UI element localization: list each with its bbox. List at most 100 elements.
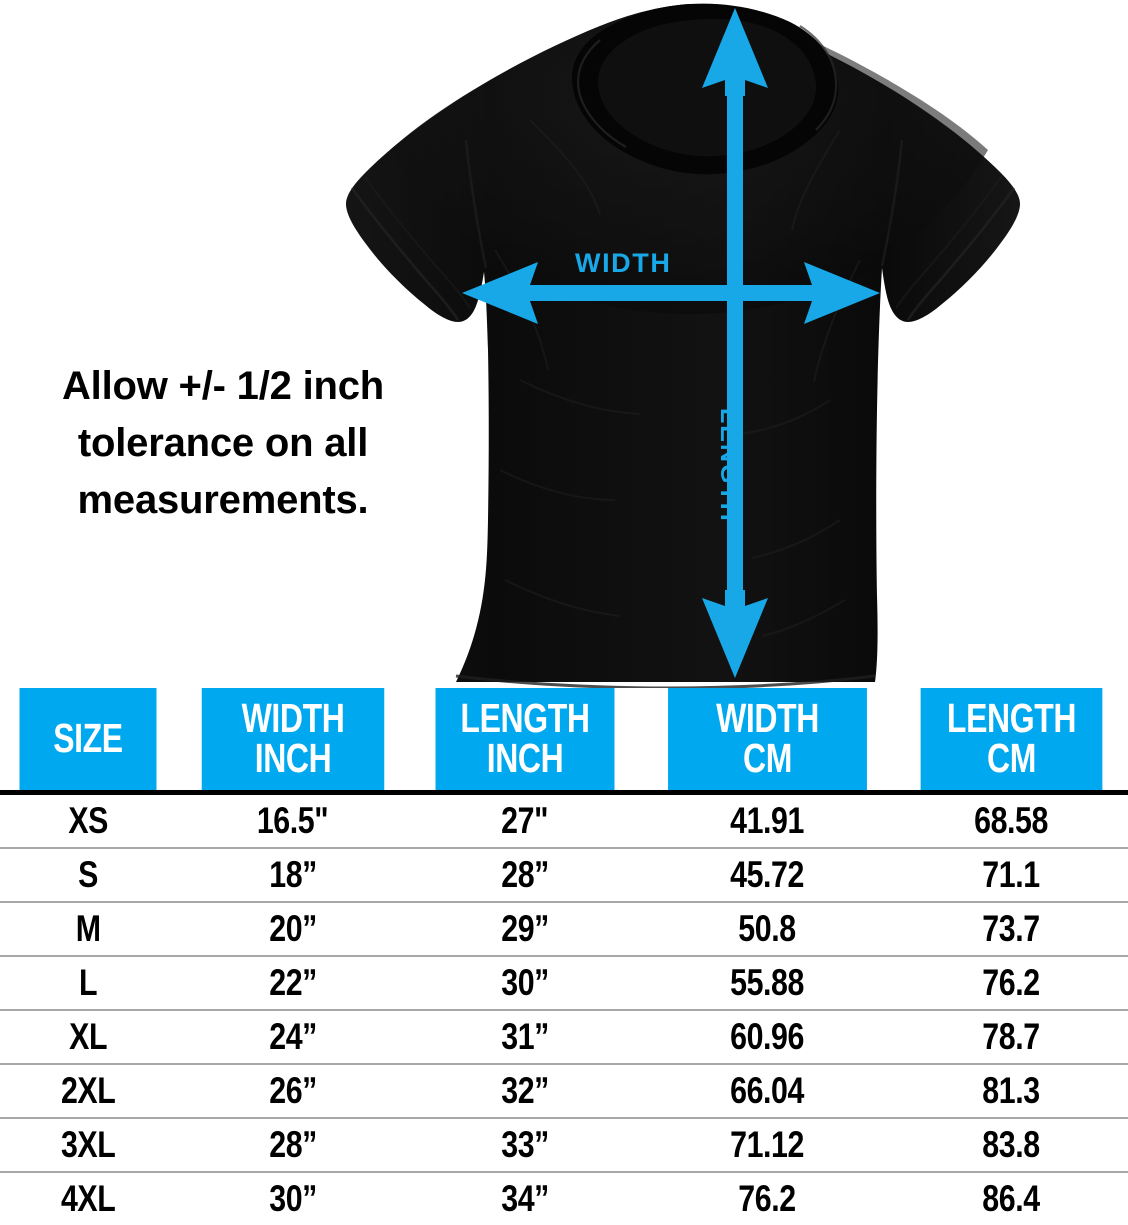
cell-width-cm-text: 76.2 — [738, 1178, 797, 1220]
table-row: L 22” 30” 55.88 76.2 — [0, 956, 1128, 1012]
tshirt-diagram — [346, 3, 1020, 688]
column-header-width-cm: WIDTH CM — [668, 688, 867, 793]
column-header-width-inch: WIDTH INCH — [201, 688, 385, 793]
cell-length-cm: 68.58 — [895, 792, 1128, 850]
table-row: 4XL 30” 34” 76.2 86.4 — [0, 1172, 1128, 1225]
cell-width-inch: 22” — [176, 956, 410, 1012]
cell-size-text: XL — [69, 1016, 107, 1058]
column-header-width-cm-line2: CM — [743, 735, 792, 782]
cell-width-inch: 26” — [176, 1064, 410, 1120]
cell-length-inch-text: 31” — [501, 1016, 549, 1058]
cell-length-inch-text: 32” — [501, 1070, 549, 1112]
cell-length-inch: 28” — [410, 848, 640, 904]
column-header-length-cm-line1: LENGTH — [946, 695, 1077, 741]
cell-width-cm: 66.04 — [640, 1064, 895, 1120]
column-header-width-cm-line1: WIDTH — [716, 695, 819, 741]
column-header-length-cm-line2: CM — [987, 735, 1036, 782]
cell-width-cm: 60.96 — [640, 1010, 895, 1066]
column-header-size: SIZE — [19, 688, 157, 793]
cell-size-text: 4XL — [60, 1178, 116, 1220]
cell-length-inch: 30” — [410, 956, 640, 1012]
table-row: S 18” 28” 45.72 71.1 — [0, 848, 1128, 904]
cell-length-inch: 31” — [410, 1010, 640, 1066]
cell-size: 4XL — [0, 1172, 176, 1225]
cell-length-cm-text: 71.1 — [982, 854, 1041, 896]
cell-size-text: S — [78, 854, 98, 896]
length-arrow — [702, 8, 768, 678]
cell-size-text: M — [75, 908, 101, 950]
cell-width-cm-text: 60.96 — [730, 1016, 805, 1058]
cell-length-cm: 83.8 — [895, 1118, 1128, 1174]
cell-length-cm-text: 81.3 — [982, 1070, 1041, 1112]
cell-size: M — [0, 902, 176, 958]
cell-width-cm-text: 41.91 — [730, 800, 805, 842]
width-arrow — [462, 262, 880, 324]
cell-size: S — [0, 848, 176, 904]
table-row: M 20” 29” 50.8 73.7 — [0, 902, 1128, 958]
cell-width-cm-text: 71.12 — [730, 1124, 805, 1166]
cell-width-inch: 20” — [176, 902, 410, 958]
cell-size-text: L — [78, 962, 98, 1004]
cell-length-inch-text: 28” — [501, 854, 549, 896]
cell-size: 3XL — [0, 1118, 176, 1174]
cell-width-cm-text: 55.88 — [730, 962, 805, 1004]
cell-length-cm-text: 86.4 — [982, 1178, 1041, 1220]
column-header-length-cm: LENGTH CM — [920, 688, 1103, 793]
cell-width-cm: 41.91 — [640, 792, 895, 850]
cell-length-cm-text: 73.7 — [982, 908, 1041, 950]
tshirt-silhouette — [346, 3, 1020, 688]
size-chart-header: SIZE WIDTH INCH LENGTH INCH WIDTH CM LEN… — [0, 688, 1128, 793]
cell-width-inch-text: 22” — [269, 962, 317, 1004]
cell-size: L — [0, 956, 176, 1012]
cell-width-cm: 55.88 — [640, 956, 895, 1012]
cell-length-cm: 78.7 — [895, 1010, 1128, 1066]
cell-width-inch: 24” — [176, 1010, 410, 1066]
tolerance-line-2: tolerance on all — [77, 420, 369, 465]
cell-width-inch-text: 16.5" — [257, 800, 329, 842]
cell-width-cm: 45.72 — [640, 848, 895, 904]
cell-width-cm: 50.8 — [640, 902, 895, 958]
cell-length-inch: 29” — [410, 902, 640, 958]
tolerance-line-1: Allow +/- 1/2 inch — [61, 364, 385, 408]
size-chart-body: XS 16.5" 27" 41.91 68.58 S 18” 28” 45.72 71.1 M 20”… — [0, 792, 1128, 1225]
cell-length-cm-text: 83.8 — [982, 1124, 1041, 1166]
size-chart-table: SIZE WIDTH INCH LENGTH INCH WIDTH CM LEN… — [0, 688, 1128, 1225]
cell-length-cm: 71.1 — [895, 848, 1128, 904]
column-header-width-inch-line1: WIDTH — [241, 695, 345, 741]
cell-width-inch-text: 24” — [269, 1016, 317, 1058]
table-row: XL 24” 31” 60.96 78.7 — [0, 1010, 1128, 1066]
cell-length-cm-text: 78.7 — [982, 1016, 1041, 1058]
cell-length-inch-text: 29” — [501, 908, 549, 950]
cell-length-inch: 27" — [410, 792, 640, 850]
measurement-arrows — [462, 8, 880, 678]
cell-width-cm-text: 45.72 — [730, 854, 805, 896]
cell-length-inch-text: 33” — [501, 1124, 549, 1166]
cell-size-text: XS — [68, 800, 108, 842]
tolerance-note: Allow +/- 1/2 inch tolerance on all meas… — [8, 358, 438, 528]
cell-width-cm: 71.12 — [640, 1118, 895, 1174]
cell-width-inch: 28” — [176, 1118, 410, 1174]
cell-width-inch-text: 18” — [269, 854, 317, 896]
cell-width-inch-text: 26” — [269, 1070, 317, 1112]
width-measurement-label: WIDTH — [575, 248, 672, 278]
cell-length-cm: 81.3 — [895, 1064, 1128, 1120]
header-row: SIZE WIDTH INCH LENGTH INCH WIDTH CM LEN… — [0, 688, 1128, 793]
cell-width-cm-text: 66.04 — [730, 1070, 805, 1112]
cell-length-inch-text: 30” — [501, 962, 549, 1004]
cell-size: XL — [0, 1010, 176, 1066]
cell-size: XS — [0, 792, 176, 850]
cell-length-cm: 73.7 — [895, 902, 1128, 958]
column-header-length-inch: LENGTH INCH — [435, 688, 615, 793]
cell-width-inch: 18” — [176, 848, 410, 904]
cell-width-cm-text: 50.8 — [738, 908, 797, 950]
cell-size: 2XL — [0, 1064, 176, 1120]
column-header-length-inch-line2: INCH — [486, 735, 564, 782]
length-measurement-label: LENGTH — [715, 408, 743, 523]
table-row: 3XL 28” 33” 71.12 83.8 — [0, 1118, 1128, 1174]
cell-size-text: 2XL — [60, 1070, 116, 1112]
shirt-illustration-panel: WIDTH LENGTH Allow +/- 1/2 inch toleranc… — [8, 3, 1020, 688]
cell-length-inch: 32” — [410, 1064, 640, 1120]
column-header-length-inch-line1: LENGTH — [460, 695, 590, 741]
cell-length-inch: 34” — [410, 1172, 640, 1225]
column-header-width-inch-line2: INCH — [254, 735, 332, 782]
